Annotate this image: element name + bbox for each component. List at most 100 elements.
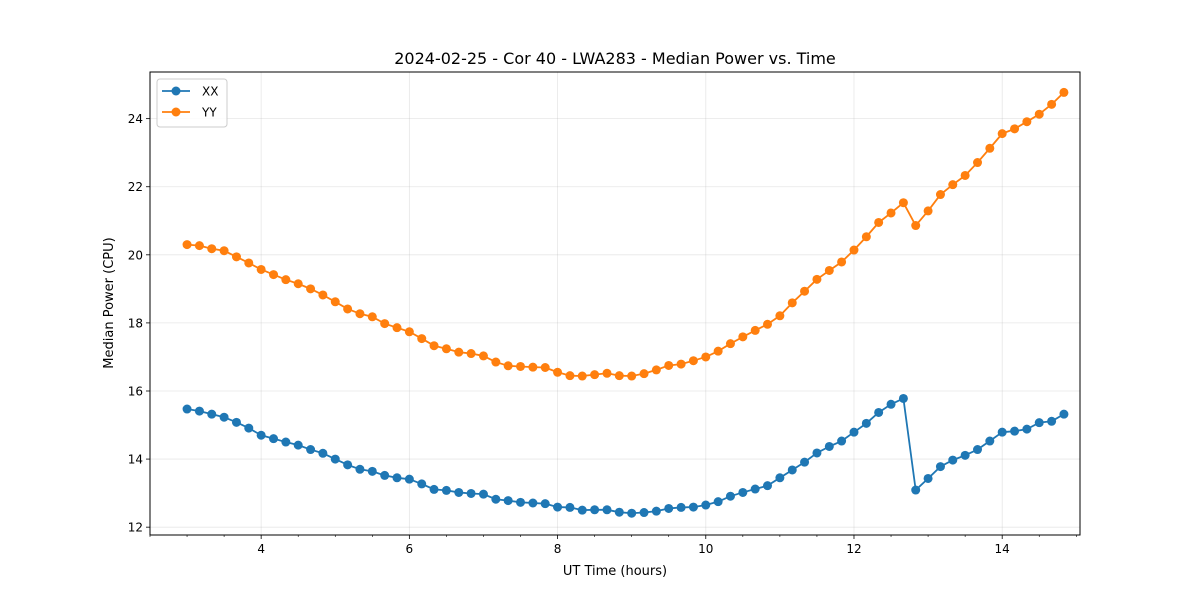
data-point-xx [528, 498, 538, 508]
data-point-xx [997, 427, 1007, 437]
data-point-xx [367, 466, 377, 476]
data-point-xx [911, 485, 921, 495]
data-point-xx [441, 485, 451, 495]
data-point-xx [627, 508, 637, 518]
data-point-yy [355, 309, 365, 319]
data-point-xx [960, 450, 970, 460]
x-tick-label: 10 [698, 542, 713, 556]
data-point-xx [269, 434, 279, 444]
data-point-xx [812, 448, 822, 458]
data-point-xx [923, 473, 933, 483]
data-point-yy [837, 257, 847, 267]
data-point-xx [516, 497, 526, 507]
data-point-yy [516, 361, 526, 371]
data-point-yy [948, 180, 958, 190]
data-point-xx [355, 464, 365, 474]
data-point-yy [812, 274, 822, 284]
data-point-yy [738, 332, 748, 342]
data-point-yy [182, 240, 192, 250]
data-point-xx [404, 474, 414, 484]
data-point-xx [985, 436, 995, 446]
data-point-xx [824, 441, 834, 451]
x-tick-label: 6 [406, 542, 414, 556]
data-point-yy [935, 190, 945, 200]
data-point-xx [763, 481, 773, 491]
y-tick-label: 12 [128, 521, 143, 535]
plot-series [182, 87, 1069, 518]
data-point-xx [639, 508, 649, 518]
data-point-xx [590, 505, 600, 515]
data-point-yy [343, 304, 353, 314]
data-point-yy [417, 334, 427, 344]
data-point-xx [330, 454, 340, 464]
data-point-xx [614, 507, 624, 517]
data-point-yy [1034, 109, 1044, 119]
data-point-yy [651, 365, 661, 375]
data-point-yy [1010, 124, 1020, 134]
data-point-yy [553, 367, 563, 377]
data-point-yy [454, 347, 464, 357]
data-point-xx [182, 404, 192, 414]
y-axis-ticks: 12 14 16 18 20 22 24 [128, 112, 150, 535]
data-point-yy [330, 297, 340, 307]
data-point-yy [244, 258, 254, 268]
y-tick-label: 18 [128, 316, 143, 330]
data-point-xx [503, 496, 513, 506]
data-point-xx [713, 497, 723, 507]
data-point-xx [886, 399, 896, 409]
data-point-xx [306, 445, 316, 455]
data-point-xx [898, 393, 908, 403]
data-point-yy [441, 344, 451, 354]
data-point-xx [244, 423, 254, 433]
data-point-xx [651, 506, 661, 516]
data-point-xx [1034, 418, 1044, 428]
data-point-yy [392, 323, 402, 333]
data-point-xx [837, 436, 847, 446]
legend-label-xx: XX [202, 85, 218, 99]
data-point-yy [269, 270, 279, 280]
data-point-yy [676, 359, 686, 369]
data-point-yy [404, 327, 414, 337]
data-point-yy [861, 232, 871, 242]
data-point-xx [293, 440, 303, 450]
data-point-yy [639, 369, 649, 379]
data-point-yy [688, 356, 698, 366]
data-point-yy [602, 368, 612, 378]
data-point-xx [948, 455, 958, 465]
data-point-yy [713, 346, 723, 356]
data-point-yy [923, 206, 933, 216]
legend-label-yy: YY [201, 106, 217, 120]
data-point-yy [367, 312, 377, 322]
data-point-yy [478, 351, 488, 361]
chart-title: 2024-02-25 - Cor 40 - LWA283 - Median Po… [394, 49, 836, 68]
data-point-yy [429, 341, 439, 351]
y-axis-label: Median Power (CPU) [102, 237, 117, 368]
data-point-yy [577, 371, 587, 381]
data-point-yy [614, 371, 624, 381]
data-point-yy [231, 252, 241, 262]
data-point-xx [429, 484, 439, 494]
series-yy [182, 87, 1069, 381]
legend-marker-xx [171, 86, 181, 96]
data-point-xx [787, 465, 797, 475]
data-point-xx [1047, 416, 1057, 426]
data-point-xx [1010, 426, 1020, 436]
data-point-yy [800, 286, 810, 296]
data-point-xx [849, 427, 859, 437]
data-point-yy [849, 245, 859, 255]
data-point-xx [874, 407, 884, 417]
x-tick-label: 8 [554, 542, 562, 556]
data-point-xx [540, 499, 550, 509]
data-point-yy [590, 370, 600, 380]
data-point-xx [725, 491, 735, 501]
data-point-yy [1047, 99, 1057, 109]
data-point-yy [491, 357, 501, 367]
data-point-yy [725, 339, 735, 349]
data-point-yy [960, 170, 970, 180]
data-point-xx [207, 409, 217, 419]
y-tick-label: 14 [128, 453, 143, 467]
data-point-yy [997, 129, 1007, 139]
data-point-yy [1059, 87, 1069, 97]
legend-entry-yy: YY [162, 106, 217, 120]
